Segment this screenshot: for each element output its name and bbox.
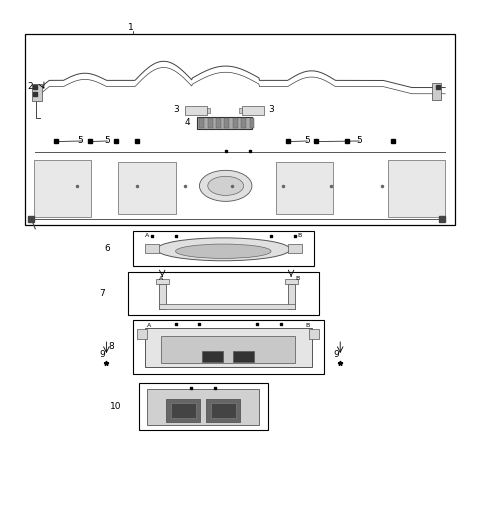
- Text: A: A: [147, 323, 151, 328]
- Bar: [197, 117, 252, 129]
- Text: 7: 7: [99, 289, 105, 297]
- Text: 6: 6: [104, 244, 110, 253]
- Text: 5: 5: [304, 136, 310, 144]
- Text: 2: 2: [28, 82, 33, 91]
- Bar: [206, 108, 210, 113]
- Ellipse shape: [176, 244, 271, 259]
- Bar: [159, 304, 295, 309]
- Bar: [34, 160, 91, 217]
- Text: 3: 3: [173, 105, 179, 114]
- Bar: [250, 118, 254, 127]
- Text: B: B: [298, 233, 302, 239]
- Bar: [159, 284, 166, 309]
- Text: A: A: [144, 233, 149, 239]
- Text: 1: 1: [128, 24, 133, 32]
- Bar: [233, 351, 254, 362]
- Bar: [185, 105, 206, 115]
- Bar: [132, 231, 314, 266]
- Text: 5: 5: [77, 136, 83, 144]
- Bar: [25, 34, 455, 225]
- Bar: [239, 108, 242, 113]
- Bar: [137, 329, 147, 338]
- Bar: [233, 118, 238, 127]
- Bar: [241, 118, 246, 127]
- Text: 4: 4: [184, 118, 190, 127]
- Text: 10: 10: [110, 402, 122, 411]
- Text: A: A: [159, 276, 163, 282]
- Bar: [166, 399, 200, 421]
- Bar: [432, 83, 442, 100]
- Text: 3: 3: [269, 105, 275, 114]
- Bar: [132, 321, 324, 374]
- Bar: [216, 118, 221, 127]
- Bar: [33, 84, 42, 101]
- Bar: [211, 402, 236, 418]
- Bar: [171, 402, 196, 418]
- Bar: [128, 272, 319, 315]
- Bar: [242, 105, 264, 115]
- Ellipse shape: [156, 238, 290, 261]
- Text: 8: 8: [109, 342, 115, 351]
- Bar: [309, 329, 319, 338]
- Bar: [285, 280, 298, 284]
- Bar: [288, 284, 295, 309]
- Text: 5: 5: [104, 136, 110, 144]
- Ellipse shape: [208, 176, 243, 196]
- Bar: [225, 118, 229, 127]
- Bar: [118, 162, 176, 215]
- Bar: [161, 336, 295, 364]
- Bar: [276, 162, 333, 215]
- Bar: [144, 328, 312, 367]
- Bar: [147, 389, 259, 425]
- Text: B: B: [305, 323, 309, 328]
- Ellipse shape: [199, 170, 252, 201]
- Bar: [208, 118, 213, 127]
- Text: 9: 9: [99, 350, 105, 359]
- Bar: [199, 118, 204, 127]
- Bar: [33, 153, 447, 220]
- Bar: [139, 383, 268, 430]
- Text: 5: 5: [356, 136, 362, 144]
- Bar: [388, 160, 445, 217]
- Bar: [202, 351, 223, 362]
- Bar: [288, 244, 302, 253]
- Text: 9: 9: [333, 350, 339, 359]
- Text: B: B: [296, 276, 300, 282]
- Bar: [206, 399, 240, 421]
- Bar: [144, 244, 159, 253]
- Bar: [156, 280, 169, 284]
